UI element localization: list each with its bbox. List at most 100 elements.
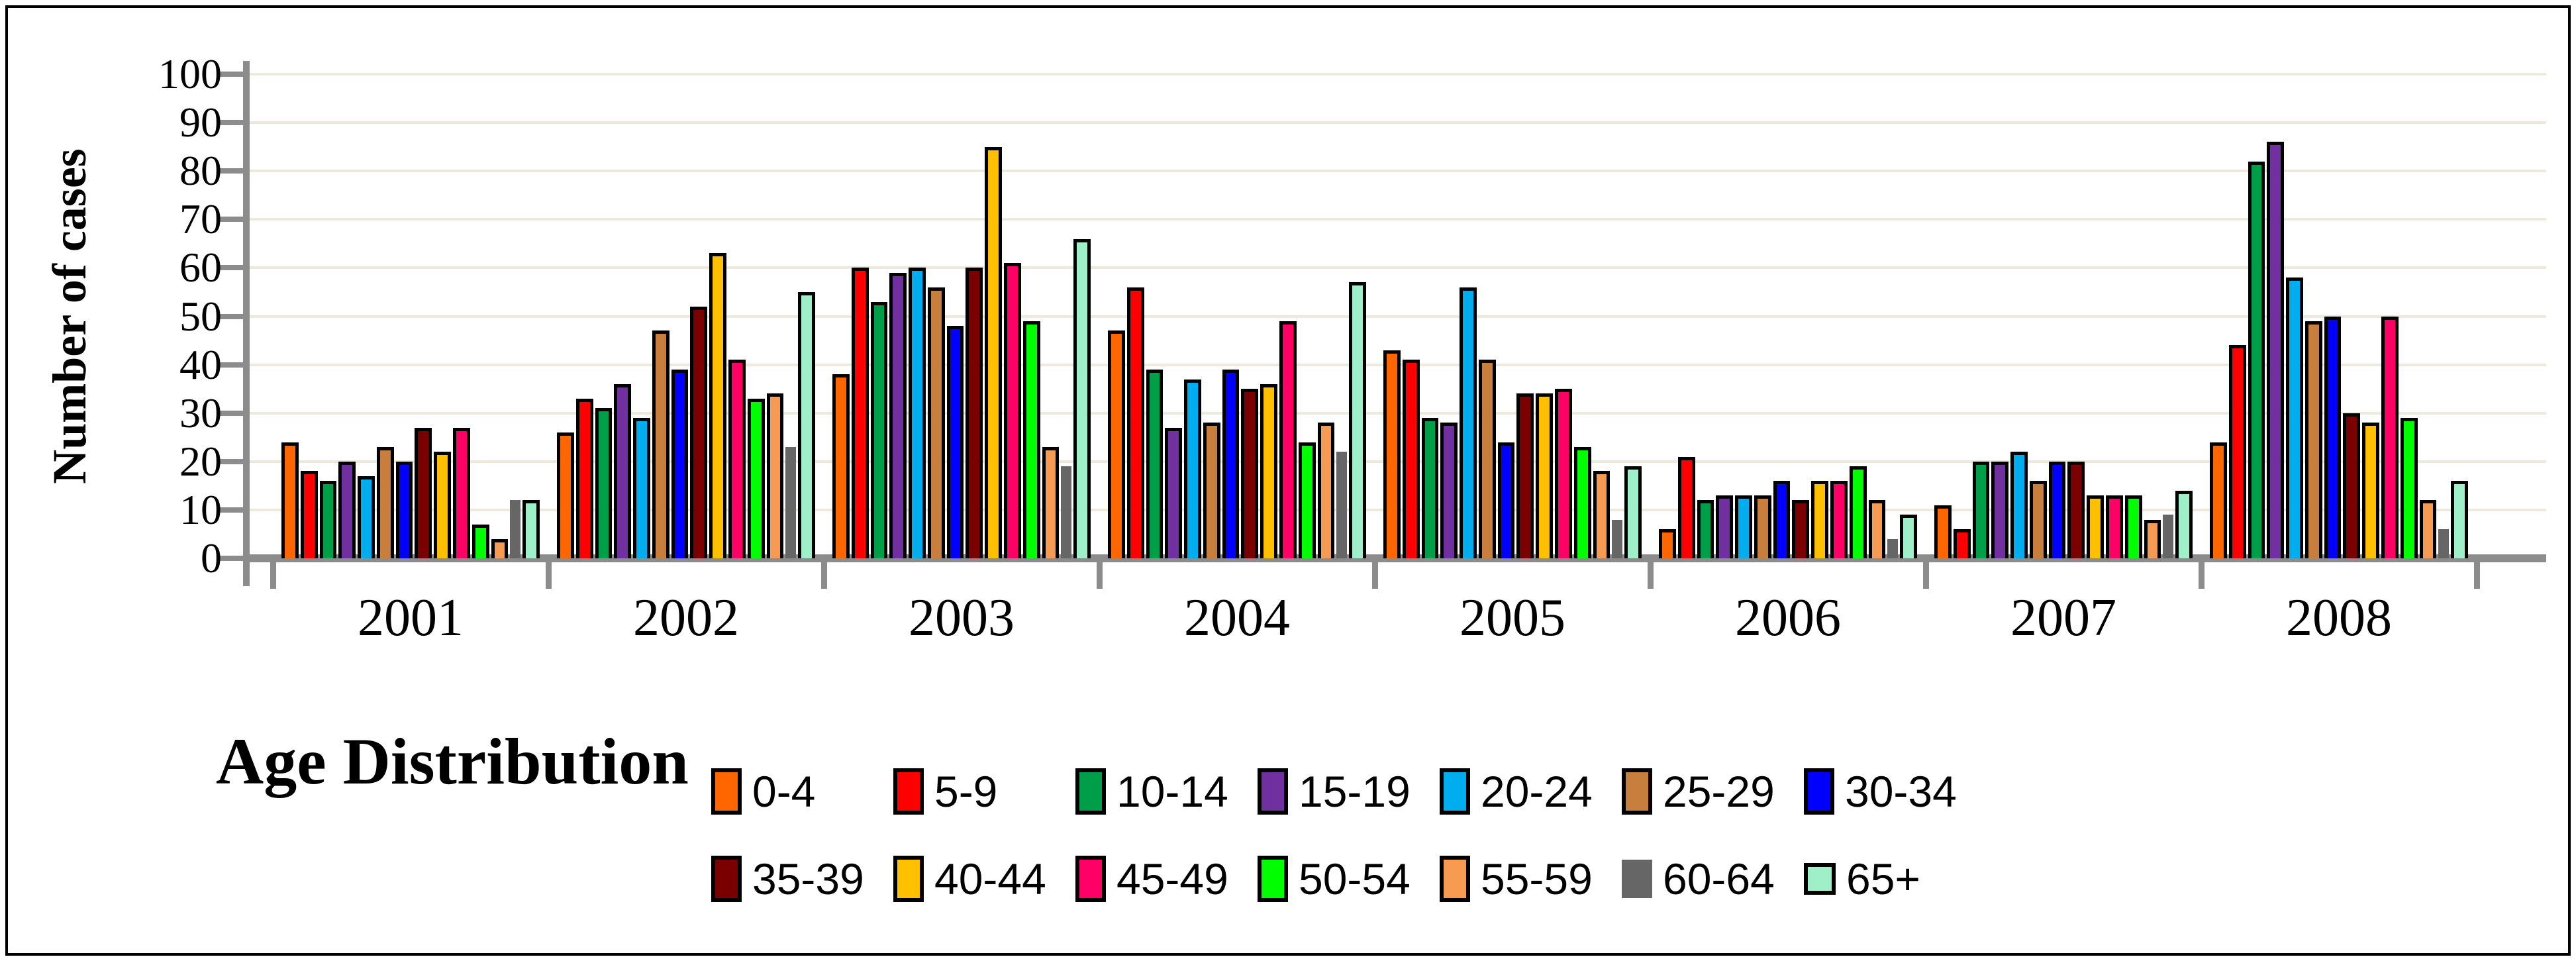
y-axis-tick [219, 458, 243, 464]
bar-5-9-2003 [851, 268, 869, 558]
bar-10-14-2001 [319, 481, 337, 558]
y-axis-tick [219, 556, 243, 561]
y-axis-tick [219, 507, 243, 513]
x-axis-label-2007: 2007 [2010, 589, 2116, 647]
bar-55-59-2002 [766, 393, 784, 558]
bar-45-49-2005 [1555, 389, 1572, 558]
bar-55-59-2005 [1593, 471, 1610, 558]
legend-label-40-44: 40-44 [934, 854, 1046, 903]
bar-65+-2003 [1073, 238, 1091, 558]
legend-label-10-14: 10-14 [1116, 767, 1228, 816]
bar-20-24-2006 [1735, 495, 1752, 558]
gridline [250, 73, 2546, 76]
bar-group-2003 [824, 74, 1099, 558]
bar-30-34-2005 [1497, 442, 1515, 558]
bar-0-4-2003 [832, 374, 850, 558]
bar-25-29-2001 [376, 446, 394, 558]
plot-area: 0 10 20 30 40 50 60 70 80 90 100 2001 2002 2003 2004 20… [158, 53, 2546, 647]
bar-25-29-2002 [652, 330, 669, 558]
bar-20-24-2008 [2286, 278, 2303, 558]
legend-swatch-35-39 [711, 856, 742, 902]
bar-10-14-2008 [2248, 161, 2265, 558]
gridline [250, 121, 2546, 125]
legend-item-15-19: 15-19 [1258, 762, 1411, 821]
x-axis-label-2005: 2005 [1460, 589, 1565, 647]
legend-label-60-64: 60-64 [1663, 854, 1775, 903]
bar-40-44-2008 [2362, 423, 2380, 558]
legend-item-5-9: 5-9 [893, 762, 997, 821]
bar-40-44-2003 [985, 146, 1003, 558]
x-axis-tick [270, 558, 276, 589]
bar-40-44-2002 [709, 253, 727, 558]
legend-swatch-45-49 [1075, 856, 1106, 902]
bar-10-14-2004 [1146, 369, 1164, 558]
y-axis-tick [219, 265, 243, 271]
x-axis-label-2006: 2006 [1735, 589, 1841, 647]
y-axis-tick [219, 410, 243, 416]
bar-5-9-2001 [300, 471, 318, 558]
legend-item-50-54: 50-54 [1258, 849, 1411, 909]
gridline [250, 266, 2546, 270]
bar-55-59-2001 [491, 538, 509, 558]
bar-35-39-2007 [2067, 461, 2085, 558]
bar-30-34-2007 [2048, 461, 2066, 558]
bar-group-2007 [1926, 74, 2201, 558]
bar-20-24-2007 [2010, 452, 2028, 558]
y-axis-title-text: Number of cases [42, 148, 96, 484]
bar-5-9-2004 [1126, 287, 1144, 558]
gridline [250, 170, 2546, 173]
x-axis-tick [1648, 558, 1654, 589]
bar-50-54-2005 [1573, 446, 1591, 558]
bar-60-64-2006 [1887, 538, 1899, 558]
bar-65+-2001 [522, 500, 540, 558]
bar-10-14-2003 [870, 301, 888, 558]
bar-50-54-2006 [1849, 466, 1867, 558]
bar-20-24-2003 [909, 268, 926, 558]
bar-0-4-2008 [2210, 442, 2227, 558]
legend-item-25-29: 25-29 [1622, 762, 1775, 821]
bar-25-29-2006 [1754, 495, 1771, 558]
bar-25-29-2005 [1478, 360, 1496, 558]
legend-item-20-24: 20-24 [1440, 762, 1593, 821]
bar-45-49-2006 [1830, 481, 1848, 558]
bar-30-34-2004 [1222, 369, 1240, 558]
bar-65+-2004 [1349, 282, 1366, 558]
bar-40-44-2005 [1536, 393, 1554, 558]
bar-65+-2006 [1900, 515, 1917, 558]
x-axis-label-2001: 2001 [358, 589, 464, 647]
bar-group-2004 [1099, 74, 1375, 558]
bar-40-44-2004 [1260, 383, 1278, 558]
bar-20-24-2005 [1460, 287, 1477, 558]
legend-label-50-54: 50-54 [1299, 854, 1411, 903]
legend-swatch-20-24 [1440, 768, 1470, 815]
legend-label-45-49: 45-49 [1116, 854, 1228, 903]
bar-0-4-2002 [557, 432, 574, 558]
y-axis-tick [219, 217, 243, 223]
legend-item-65+: 65+ [1804, 849, 1920, 909]
x-axis-label-2008: 2008 [2286, 589, 2392, 647]
bar-0-4-2006 [1659, 529, 1676, 558]
gridline [250, 315, 2546, 318]
bar-35-39-2008 [2343, 413, 2361, 558]
bar-15-19-2004 [1165, 427, 1183, 558]
bar-35-39-2005 [1516, 393, 1534, 558]
legend-item-0-4: 0-4 [711, 762, 815, 821]
bar-50-54-2004 [1298, 442, 1316, 558]
bar-0-4-2005 [1383, 350, 1401, 558]
bar-10-14-2006 [1697, 500, 1714, 558]
legend-swatch-50-54 [1258, 856, 1288, 902]
bar-20-24-2004 [1184, 379, 1201, 558]
bar-10-14-2005 [1421, 418, 1439, 558]
bar-40-44-2007 [2087, 495, 2105, 558]
bar-50-54-2008 [2400, 418, 2418, 558]
y-axis-tick [219, 72, 243, 77]
bar-group-2008 [2201, 74, 2477, 558]
x-axis-tick [1372, 558, 1378, 589]
legend-item-45-49: 45-49 [1075, 849, 1228, 909]
x-axis-tick [546, 558, 552, 589]
bar-15-19-2001 [338, 461, 356, 558]
bar-35-39-2002 [690, 306, 708, 558]
legend-swatch-10-14 [1075, 768, 1106, 815]
bar-0-4-2001 [281, 442, 299, 558]
bar-5-9-2002 [575, 398, 593, 558]
